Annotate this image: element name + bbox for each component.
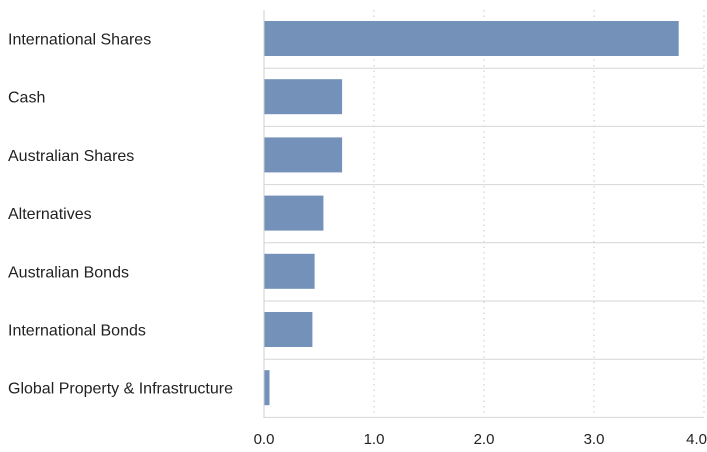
bar [264, 79, 343, 115]
category-label: Australian Shares [8, 148, 134, 165]
category-labels: International Shares Cash Australian Share… [8, 32, 233, 398]
bar [264, 195, 324, 231]
bar [264, 21, 679, 56]
x-tick-label: 1.0 [364, 431, 385, 448]
category-label: International Shares [8, 32, 151, 49]
bars [264, 21, 679, 406]
x-tick-label: 2.0 [474, 431, 495, 448]
category-label: Australian Bonds [8, 264, 129, 281]
bar [264, 253, 315, 289]
x-tick-label: 4.0 [686, 431, 707, 448]
x-tick-label: 0.0 [254, 431, 275, 448]
bar [264, 370, 270, 406]
category-label: Alternatives [8, 206, 92, 223]
x-tick-label: 3.0 [584, 431, 605, 448]
bar [264, 137, 343, 173]
x-tick-labels: 0.0 1.0 2.0 3.0 4.0 [254, 431, 707, 448]
grid-lines [373, 10, 705, 418]
category-label: Cash [8, 90, 45, 107]
category-label: International Bonds [8, 323, 146, 340]
row-separators [264, 67, 704, 418]
bar [264, 312, 313, 347]
category-label: Global Property & Infrastructure [8, 381, 233, 398]
